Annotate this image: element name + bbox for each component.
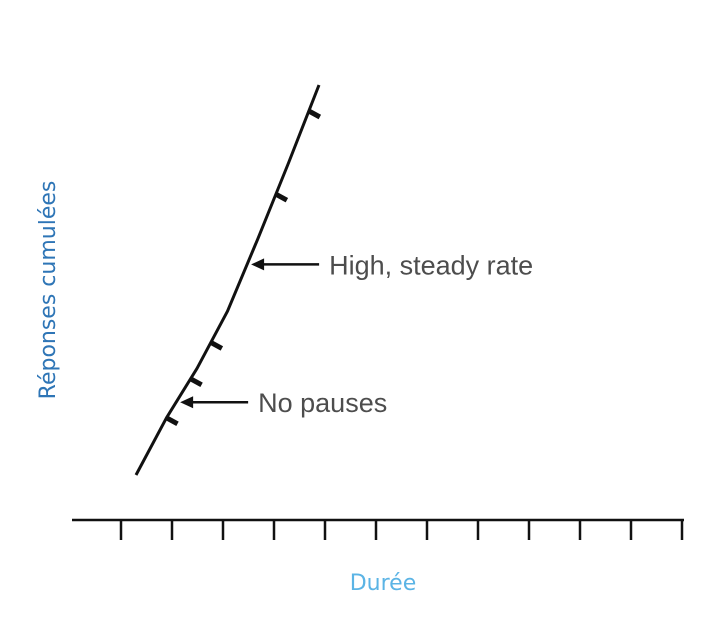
y-axis-label: Réponses cumulées bbox=[36, 181, 61, 400]
annotation-label: No pauses bbox=[258, 388, 387, 418]
reinforcement-mark bbox=[165, 415, 179, 426]
x-axis-label: Durée bbox=[350, 571, 417, 596]
reinforcement-marks bbox=[165, 108, 322, 426]
annotation-label: High, steady rate bbox=[329, 250, 533, 280]
reinforcement-mark bbox=[189, 376, 203, 387]
annotation-arrow-head bbox=[180, 396, 194, 409]
reinforcement-mark bbox=[209, 340, 224, 351]
x-axis-ticks bbox=[119, 520, 684, 540]
reinforcement-mark bbox=[307, 108, 322, 120]
annotations: High, steady rate No pauses bbox=[180, 250, 533, 418]
reinforcement-mark bbox=[274, 192, 289, 203]
annotation-arrow-head bbox=[251, 258, 265, 271]
